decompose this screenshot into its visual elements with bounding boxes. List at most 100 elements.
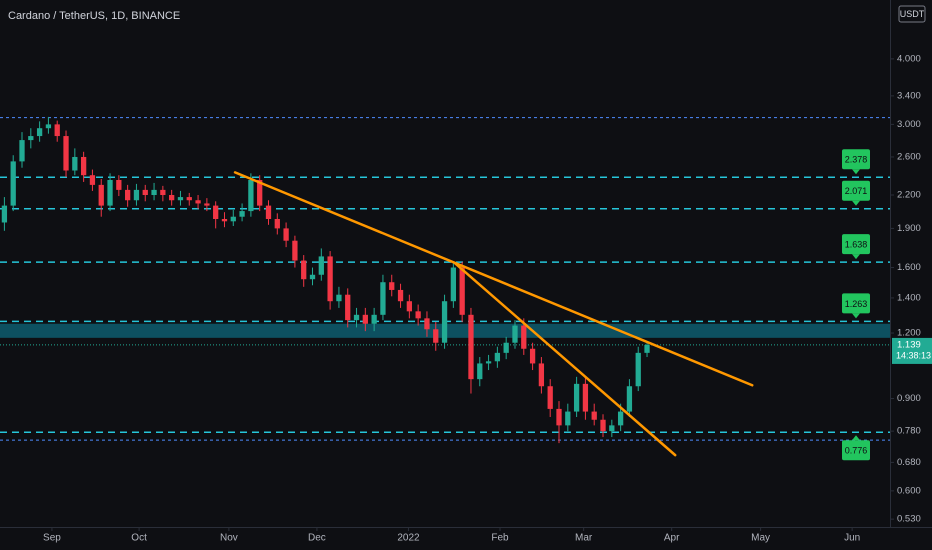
- y-tick-label: 2.600: [897, 151, 921, 162]
- candle-body: [80, 156, 87, 176]
- candle-body: [28, 136, 34, 141]
- candle-body: [1, 205, 8, 223]
- candle-body: [450, 267, 457, 302]
- x-tick-label: Sep: [43, 533, 61, 544]
- candle-body: [309, 274, 316, 280]
- candle-body: [380, 282, 386, 315]
- y-tick-label: 0.600: [897, 485, 921, 496]
- currency-button[interactable]: [898, 5, 926, 23]
- candle-body: [265, 205, 272, 220]
- callout-pointer: [852, 200, 860, 206]
- candle-body: [327, 256, 333, 302]
- candle-body: [63, 136, 69, 171]
- y-tick-label: 4.000: [897, 53, 921, 64]
- candle-body: [239, 211, 245, 217]
- x-tick-label: Nov: [220, 533, 238, 544]
- callout-box: [842, 149, 870, 170]
- candle-body: [591, 411, 597, 420]
- candle-body: [10, 161, 16, 206]
- candle-body: [169, 195, 175, 201]
- callout-label: 2.071: [845, 186, 868, 196]
- callout-box: [842, 234, 870, 255]
- candle-body: [494, 352, 501, 362]
- candle-body: [353, 314, 360, 321]
- candle-body: [529, 348, 536, 364]
- candle-body: [98, 184, 104, 206]
- callout-pointer: [852, 313, 860, 319]
- candle-body: [459, 267, 465, 315]
- trend-line: [233, 171, 754, 387]
- candle-body: [151, 189, 157, 196]
- x-tick-label: Oct: [131, 533, 147, 544]
- candle-body: [556, 408, 562, 426]
- candle-body: [36, 128, 43, 137]
- candle-body: [116, 179, 122, 190]
- candle-body: [512, 325, 518, 343]
- countdown-label: 14:38:13: [896, 350, 931, 360]
- y-tick-label: 3.400: [897, 90, 921, 101]
- callout-label: 0.776: [845, 446, 868, 456]
- candle-body: [424, 318, 430, 330]
- candle-body: [406, 301, 412, 312]
- y-tick-label: 3.000: [897, 119, 921, 130]
- candle-body: [547, 386, 553, 409]
- candle-body: [213, 205, 219, 220]
- callout-pointer: [852, 254, 860, 260]
- y-tick-label: 1.600: [897, 262, 921, 273]
- candle-body: [441, 301, 448, 343]
- candle-body: [318, 256, 324, 275]
- candle-body: [609, 425, 615, 432]
- candle-body: [600, 419, 606, 432]
- candle-body: [371, 314, 377, 324]
- candle-body: [160, 189, 166, 196]
- y-tick-label: 1.400: [897, 292, 921, 303]
- callout-box: [842, 180, 870, 201]
- axes: 4.000 3.400 3.000 2.600 2.200 1.900 1.600 1.400…: [43, 53, 932, 544]
- candle-body: [19, 140, 25, 162]
- candle-body: [521, 325, 527, 349]
- candle-body: [230, 216, 236, 222]
- x-tick-label: Dec: [308, 533, 326, 544]
- y-tick-label: 0.780: [897, 426, 921, 437]
- candle-body: [186, 197, 192, 201]
- x-tick-label: 2022: [397, 533, 420, 544]
- candle-body: [626, 386, 633, 412]
- price-label: 1.139: [897, 339, 921, 350]
- callout-pointer: [852, 435, 860, 441]
- candle-body: [177, 197, 184, 201]
- candle-body: [468, 314, 474, 380]
- x-tick-label: May: [751, 533, 770, 544]
- x-tick-label: Jun: [844, 533, 860, 544]
- candle-body: [617, 411, 624, 426]
- candle-body: [389, 282, 395, 290]
- callout-label: 1.638: [845, 240, 868, 250]
- candle-body: [283, 228, 289, 241]
- currency-label[interactable]: USDT: [900, 9, 925, 19]
- candle-body: [292, 240, 298, 261]
- callout-label: 1.263: [845, 299, 868, 309]
- candle-body: [248, 179, 254, 212]
- candle-body: [565, 411, 571, 426]
- candle-body: [503, 342, 509, 353]
- candle-body: [195, 200, 201, 204]
- callout-box: [842, 293, 870, 314]
- candle-body: [45, 124, 52, 129]
- chart-title: Cardano / TetherUS, 1D, BINANCE: [8, 10, 180, 22]
- trend-line: [453, 262, 677, 457]
- callout-pointer: [852, 169, 860, 175]
- callout-label: 2.378: [845, 155, 868, 165]
- candle-body: [204, 203, 210, 206]
- candle-body: [221, 219, 228, 222]
- candle-body: [582, 383, 589, 412]
- candle-body: [362, 314, 368, 324]
- candle-body: [72, 156, 78, 171]
- candle-body: [125, 189, 131, 201]
- y-tick-label: 2.200: [897, 190, 921, 201]
- candle-body: [635, 352, 641, 387]
- candle-body: [257, 179, 263, 206]
- x-tick-label: Mar: [575, 533, 593, 544]
- y-tick-label: 1.900: [897, 223, 921, 234]
- x-tick-label: Feb: [491, 533, 509, 544]
